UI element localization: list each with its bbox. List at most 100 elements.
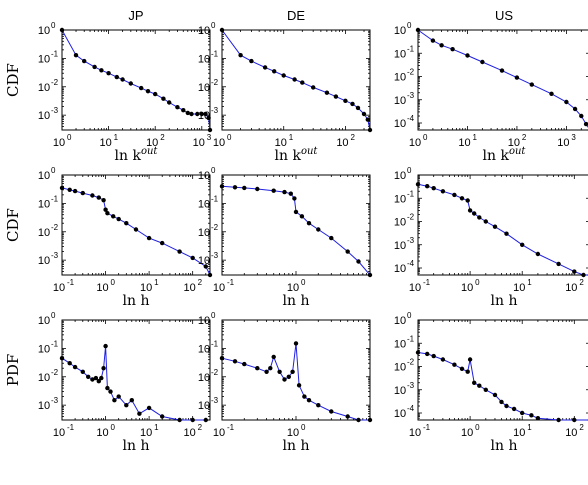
data-point [207, 127, 213, 133]
column-title-de: DE [287, 8, 305, 23]
data-point [116, 216, 121, 222]
x-tick-label: 10 [53, 282, 65, 294]
data-point [90, 193, 95, 198]
panel-DE-h: 10 -1 10 010 -310 -210 -110 0ln h [198, 166, 373, 309]
data-point [415, 182, 421, 187]
data-point [268, 366, 273, 371]
data-point [106, 71, 111, 76]
y-tick-label-exponent: -2 [51, 223, 59, 232]
row-y-labels: CDF CDF PDF [4, 63, 22, 386]
x-tick-label-exponent: 1 [527, 423, 532, 432]
data-point [465, 53, 470, 58]
data-point [190, 417, 195, 423]
data-point [292, 77, 297, 82]
data-point [73, 53, 79, 58]
axes-frame [417, 319, 588, 421]
y-tick-label-exponent: -2 [407, 68, 415, 77]
y-tick-label-exponent: -1 [51, 339, 59, 348]
y-tick-label: 10 [394, 408, 406, 420]
y-tick-label: 10 [38, 400, 50, 412]
data-point [440, 357, 446, 362]
y-tick-label: 10 [198, 82, 210, 94]
data-point [92, 64, 97, 70]
x-tick-label-exponent: 2 [350, 133, 355, 142]
data-point [300, 80, 305, 85]
y-tick-label-exponent: -3 [211, 396, 219, 405]
y-tick-label: 10 [198, 315, 210, 327]
y-tick-label-exponent: -2 [407, 358, 415, 367]
panel-DE-h-pdf: 10 -1 10 010 -310 -210 -110 0ln h [198, 311, 373, 454]
data-point [459, 366, 465, 371]
data-point [572, 106, 578, 112]
y-tick-label-exponent: 0 [211, 311, 216, 320]
y-tick-label: 10 [198, 110, 210, 122]
x-tick-label-exponent: 1 [472, 133, 477, 142]
y-tick-label: 10 [394, 72, 406, 84]
data-point [290, 369, 295, 374]
x-tick-label: 10 [213, 282, 225, 294]
data-point [59, 356, 65, 361]
x-tick-label-exponent: 0 [67, 133, 72, 142]
x-tick-label-exponent: -1 [423, 423, 431, 432]
data-point [452, 362, 457, 367]
x-tick-label: 10 [96, 282, 108, 294]
x-tick-label: 10 [409, 282, 421, 294]
y-tick-label: 10 [394, 118, 406, 130]
data-point [415, 27, 421, 33]
data-point [311, 85, 316, 90]
data-point [59, 27, 65, 33]
y-tick-label: 10 [38, 170, 50, 182]
x-tick-label-exponent: 1 [527, 278, 532, 287]
y-tick-label-exponent: -2 [211, 368, 219, 377]
x-tick-label: 10 [53, 137, 65, 149]
axes-frame [61, 319, 211, 421]
x-tick-label-exponent: -1 [67, 278, 75, 287]
y-tick-label: 10 [198, 255, 210, 267]
data-point [105, 385, 110, 391]
data-point [535, 251, 541, 257]
data-point [440, 189, 446, 194]
y-tick-label-exponent: 0 [407, 311, 412, 320]
column-titles: JP DE US [128, 8, 513, 23]
data-point [556, 261, 561, 267]
data-point [520, 410, 525, 416]
data-point [264, 369, 269, 374]
x-tick-label: 10 [287, 282, 299, 294]
data-point [59, 185, 65, 191]
data-point [350, 101, 355, 107]
y-tick-label-exponent: -3 [51, 251, 59, 260]
panel-US-h-pdf: 10 -1 10 0 10 1 10 210 -410 -310 -210 -110 0ln h [394, 311, 588, 454]
x-tick-label-exponent: 1 [154, 423, 159, 432]
panel-JP-h-pdf: 10 -1 10 0 10 1 10 210 -310 -210 -110 0ln h [38, 311, 211, 454]
y-tick-label-exponent: 0 [51, 21, 56, 30]
data-point [431, 353, 436, 359]
data-point [316, 403, 321, 408]
x-tick-label: 10 [213, 137, 225, 149]
x-tick-label-exponent: 2 [579, 423, 584, 432]
data-point [549, 91, 554, 97]
data-point [480, 59, 485, 65]
data-point [286, 374, 291, 379]
y-tick-label-exponent: 0 [51, 311, 56, 320]
data-point [430, 38, 436, 43]
data-point [207, 272, 213, 278]
data-point [431, 186, 436, 191]
y-tick-label: 10 [394, 385, 406, 397]
data-point [96, 195, 102, 200]
data-point [564, 99, 569, 105]
data-point [120, 77, 125, 82]
x-tick-label: 10 [513, 282, 525, 294]
data-point [556, 417, 561, 423]
series-line [417, 352, 588, 421]
y-tick-label-exponent: -2 [211, 78, 219, 87]
x-tick-label-exponent: 3 [207, 133, 212, 142]
data-point [175, 105, 180, 110]
y-axis-label-row-3: PDF [4, 354, 22, 387]
data-point [511, 406, 517, 412]
data-point [499, 399, 504, 405]
data-point [467, 357, 473, 362]
x-tick-label-exponent: 0 [475, 278, 480, 287]
y-tick-label-exponent: -1 [407, 189, 415, 198]
